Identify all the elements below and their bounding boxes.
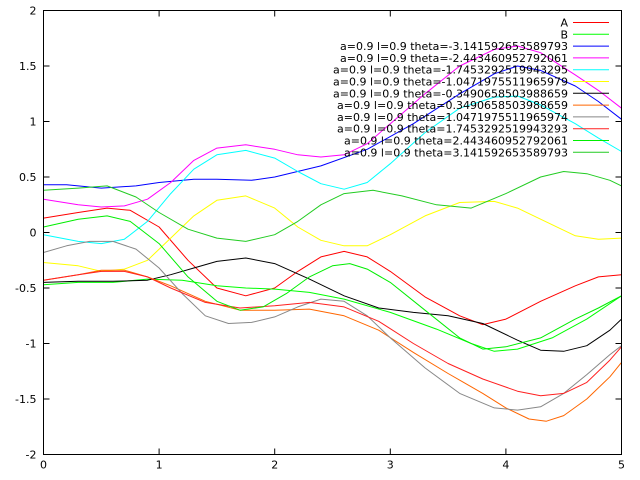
y-tick-label: -2 <box>26 449 37 462</box>
legend-label-4: a=0.9 l=0.9 theta=-1.7453292519943295 <box>333 64 568 77</box>
legend-label-1: B <box>560 28 568 41</box>
legend-label-0: A <box>560 17 568 30</box>
y-tick-label: 1.5 <box>19 60 37 73</box>
series-line-0 <box>43 207 622 326</box>
legend-label-3: a=0.9 l=0.9 theta=-2.443460952792061 <box>340 52 568 65</box>
series-line-5 <box>43 195 622 272</box>
y-tick-label: -0.5 <box>15 282 36 295</box>
legend-label-6: a=0.9 l=0.9 theta=-0.3490658503988659 <box>333 87 568 100</box>
x-tick-label: 4 <box>502 459 509 472</box>
x-tick-label: 3 <box>387 459 394 472</box>
legend-label-5: a=0.9 l=0.9 theta=-1.0471975511965979 <box>333 76 568 89</box>
tick-layer: 0 1 2 3 4 5 -2 -1.5 -1 -0.5 0 0.5 1 1.5 2 <box>15 5 625 472</box>
y-tick-label: -1.5 <box>15 393 36 406</box>
y-tick-label: 2 <box>30 5 37 18</box>
legend-label-9: a=0.9 l=0.9 theta=1.7453292519943293 <box>337 123 568 136</box>
x-tick-label: 2 <box>271 459 278 472</box>
y-tick-label: -1 <box>26 338 37 351</box>
legend-label-11: a=0.9 l=0.9 theta=3.141592653589793 <box>344 146 568 159</box>
series-line-2 <box>43 65 622 189</box>
series-line-1 <box>43 278 622 352</box>
series-layer <box>43 45 622 422</box>
series-line-7 <box>43 269 622 422</box>
series-line-3 <box>43 45 622 208</box>
legend-label-2: a=0.9 l=0.9 theta=-3.141592653589793 <box>340 40 568 53</box>
y-tick-label: 0.5 <box>19 171 37 184</box>
series-line-8 <box>43 240 622 411</box>
legend-label-7: a=0.9 l=0.9 theta=0.3490658503988659 <box>337 99 568 112</box>
series-line-4 <box>43 95 622 245</box>
y-tick-label: 0 <box>30 227 37 240</box>
y-tick-label: 1 <box>30 116 37 129</box>
x-tick-label: 5 <box>618 459 625 472</box>
legend-label-8: a=0.9 l=0.9 theta=1.0471975511965974 <box>337 111 568 124</box>
legend-label-10: a=0.9 l=0.9 theta=2.443460952792061 <box>344 135 568 148</box>
series-line-6 <box>43 257 622 352</box>
x-tick-label: 1 <box>156 459 163 472</box>
series-line-10 <box>43 215 622 350</box>
x-tick-label: 0 <box>40 459 47 472</box>
series-line-11 <box>43 171 622 242</box>
legend: ABa=0.9 l=0.9 theta=-3.141592653589793a=… <box>333 17 609 159</box>
series-line-9 <box>43 270 622 397</box>
